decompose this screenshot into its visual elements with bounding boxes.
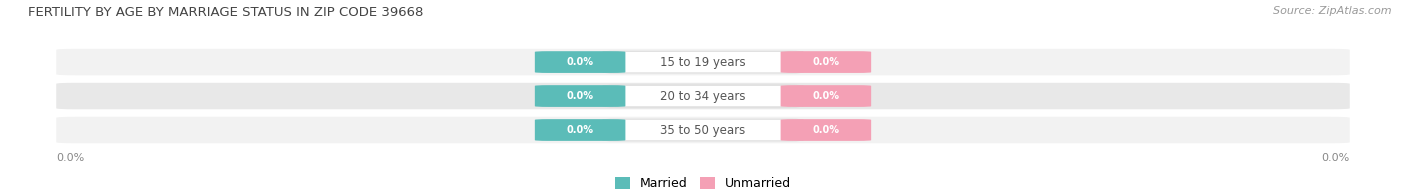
Text: FERTILITY BY AGE BY MARRIAGE STATUS IN ZIP CODE 39668: FERTILITY BY AGE BY MARRIAGE STATUS IN Z… xyxy=(28,6,423,19)
Text: Source: ZipAtlas.com: Source: ZipAtlas.com xyxy=(1274,6,1392,16)
FancyBboxPatch shape xyxy=(534,119,626,141)
FancyBboxPatch shape xyxy=(780,85,872,107)
FancyBboxPatch shape xyxy=(56,117,1350,143)
FancyBboxPatch shape xyxy=(603,85,803,107)
FancyBboxPatch shape xyxy=(603,119,803,141)
Text: 0.0%: 0.0% xyxy=(567,91,593,101)
FancyBboxPatch shape xyxy=(603,51,803,73)
Text: 35 to 50 years: 35 to 50 years xyxy=(661,123,745,136)
Text: 0.0%: 0.0% xyxy=(567,125,593,135)
Text: 0.0%: 0.0% xyxy=(813,125,839,135)
FancyBboxPatch shape xyxy=(534,85,626,107)
FancyBboxPatch shape xyxy=(780,119,872,141)
Text: 0.0%: 0.0% xyxy=(813,91,839,101)
Text: 20 to 34 years: 20 to 34 years xyxy=(661,90,745,103)
Text: 0.0%: 0.0% xyxy=(1322,153,1350,163)
FancyBboxPatch shape xyxy=(56,49,1350,75)
Text: 0.0%: 0.0% xyxy=(567,57,593,67)
Text: 15 to 19 years: 15 to 19 years xyxy=(661,56,745,69)
Text: 0.0%: 0.0% xyxy=(56,153,84,163)
FancyBboxPatch shape xyxy=(56,83,1350,109)
FancyBboxPatch shape xyxy=(780,51,872,73)
Text: 0.0%: 0.0% xyxy=(813,57,839,67)
FancyBboxPatch shape xyxy=(534,51,626,73)
Legend: Married, Unmarried: Married, Unmarried xyxy=(610,172,796,195)
